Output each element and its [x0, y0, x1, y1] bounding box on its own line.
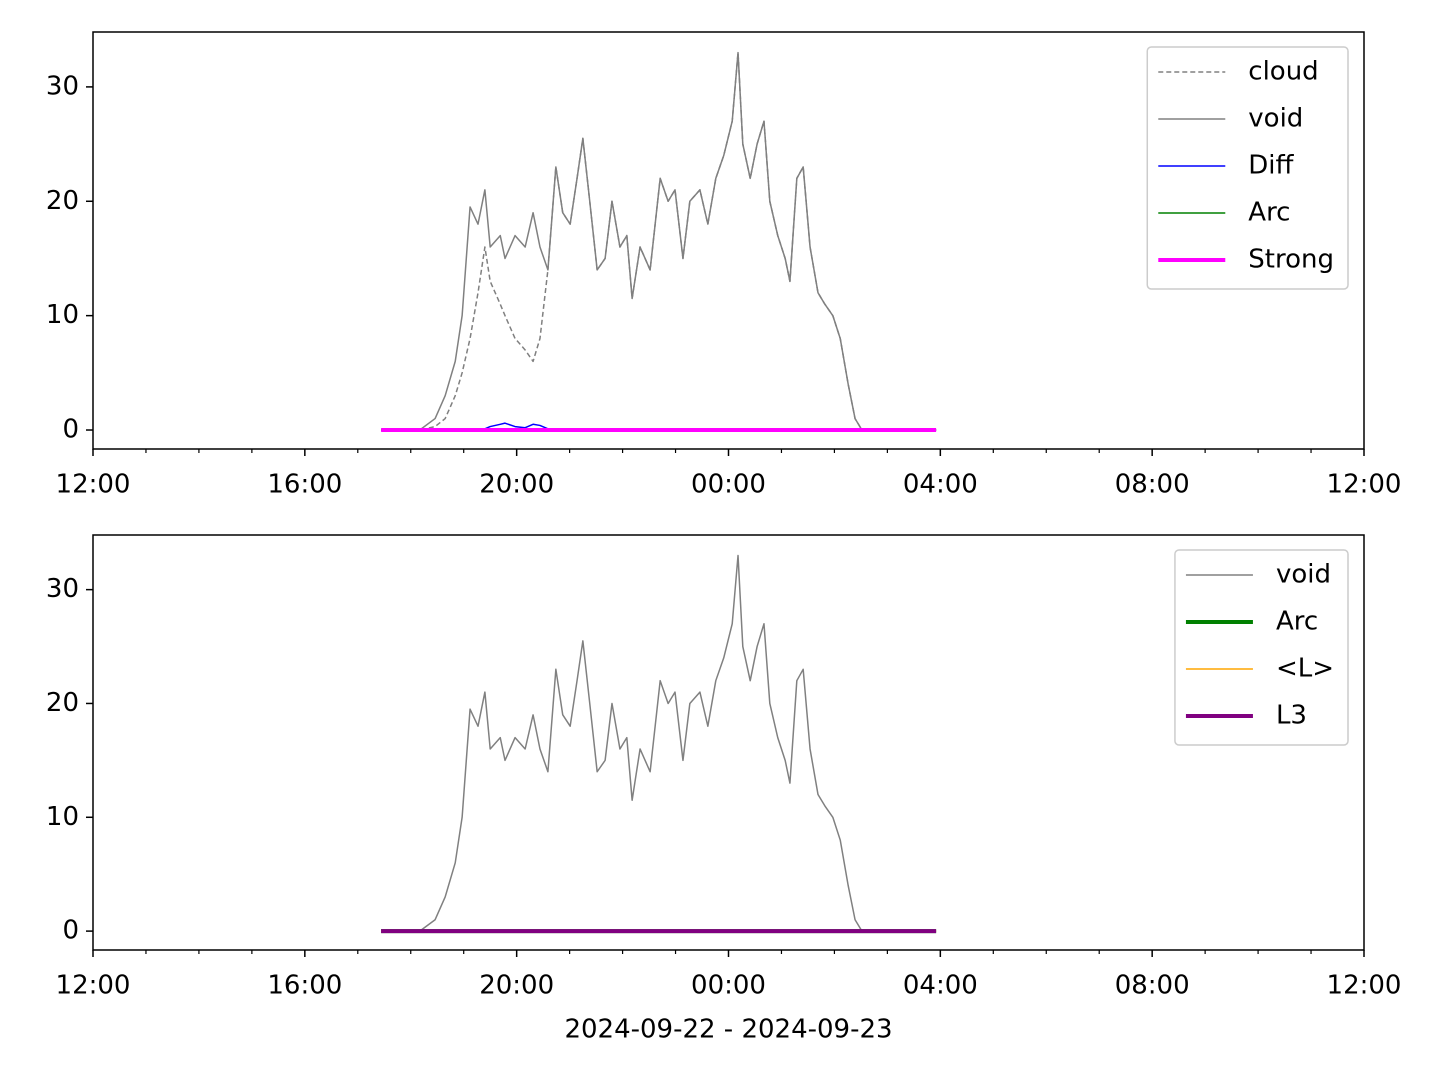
x-tick-label: 16:00: [267, 470, 342, 500]
legend-label: L3: [1276, 701, 1307, 731]
x-tick-label: 08:00: [1115, 470, 1190, 500]
x-tick-label: 12:00: [1327, 971, 1402, 1001]
x-axis-label: 2024-09-22 - 2024-09-23: [564, 1015, 892, 1045]
y-tick-label: 10: [46, 802, 79, 832]
x-tick-label: 04:00: [903, 971, 978, 1001]
axes-frame: [92, 534, 1365, 951]
panel: 0 10 20 30 12:00 16:00 20:00 00:00 04:00 08:00 12:…: [46, 31, 1402, 500]
y-tick-label: 30: [46, 71, 79, 101]
y-tick-label: 30: [46, 574, 79, 604]
x-tick-label: 16:00: [267, 971, 342, 1001]
legend-label: <L>: [1276, 654, 1334, 684]
axes-frame: [92, 31, 1365, 450]
y-tick-label: 20: [46, 688, 79, 718]
line-series: [381, 554, 937, 932]
legend-label: cloud: [1248, 57, 1318, 87]
x-tick-label: 12:00: [56, 470, 131, 500]
x-tick-label: 00:00: [691, 971, 766, 1001]
legend-label: void: [1248, 104, 1303, 134]
x-tick-label: 08:00: [1115, 971, 1190, 1001]
legend-label: Arc: [1248, 198, 1290, 228]
x-tick-label: 04:00: [903, 470, 978, 500]
panel: 0 10 20 30 12:00 16:00 20:00 00:00 04:00 08:00 12:…: [46, 534, 1402, 1045]
x-tick-label: 12:00: [56, 971, 131, 1001]
line-series: [381, 51, 937, 431]
legend-label: void: [1276, 560, 1331, 590]
legend-box: [1146, 46, 1349, 290]
legend-box: [1174, 549, 1349, 746]
legend-label: Diff: [1248, 151, 1294, 181]
y-tick-label: 20: [46, 186, 79, 216]
legend: cloud void Diff Arc Strong: [1146, 46, 1349, 290]
x-tick-label: 20:00: [479, 971, 554, 1001]
legend-label: Strong: [1248, 245, 1334, 275]
x-tick-label: 20:00: [479, 470, 554, 500]
legend: void Arc <L> L3: [1174, 549, 1349, 746]
y-tick-label: 0: [62, 415, 79, 445]
x-tick-label: 12:00: [1327, 470, 1402, 500]
y-tick-label: 0: [62, 916, 79, 946]
legend-label: Arc: [1276, 607, 1318, 637]
x-tick-label: 00:00: [691, 470, 766, 500]
line-series: [381, 51, 937, 431]
y-tick-label: 10: [46, 300, 79, 330]
